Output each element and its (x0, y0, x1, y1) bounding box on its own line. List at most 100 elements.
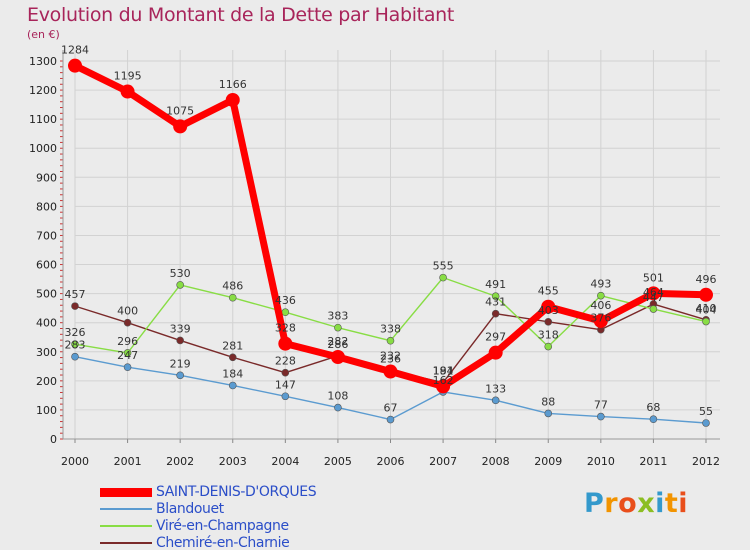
data-label: 326 (65, 326, 86, 339)
data-point (123, 349, 132, 357)
data-label: 1075 (166, 104, 194, 117)
data-label: 455 (538, 285, 559, 298)
x-tick-label: 2010 (587, 455, 615, 468)
proxiti-logo: Proxiti (584, 488, 688, 519)
data-point (386, 336, 395, 345)
y-tick-label: 800 (36, 200, 57, 213)
data-point (225, 92, 240, 107)
data-label: 236 (380, 352, 401, 365)
y-tick-label: 1200 (29, 84, 57, 97)
data-point (330, 350, 345, 365)
data-point (281, 308, 290, 317)
data-label: 281 (222, 339, 243, 352)
y-tick-label: 700 (36, 229, 57, 242)
data-label: 55 (699, 405, 713, 418)
y-tick-label: 0 (50, 433, 57, 446)
data-label: 493 (590, 278, 611, 291)
data-label: 400 (117, 305, 138, 318)
data-point (544, 342, 553, 351)
y-tick-label: 300 (36, 346, 57, 359)
data-point (597, 291, 605, 300)
data-label: 283 (65, 339, 86, 352)
data-label: 194 (433, 365, 454, 378)
data-point (228, 293, 237, 302)
data-label: 1166 (219, 78, 247, 91)
x-tick-label: 2003 (219, 455, 247, 468)
data-point (278, 336, 293, 351)
data-label: 286 (327, 338, 348, 351)
data-label: 184 (222, 367, 243, 380)
data-label: 339 (170, 322, 191, 335)
data-label: 406 (590, 299, 611, 312)
data-label: 403 (538, 304, 559, 317)
data-label: 431 (485, 296, 506, 309)
x-tick-label: 2007 (429, 455, 457, 468)
data-point (702, 317, 710, 326)
legend-label: Viré-en-Champagne (156, 518, 289, 534)
data-point (544, 409, 553, 418)
y-tick-label: 500 (36, 288, 57, 301)
data-point (597, 412, 605, 421)
y-tick-label: 1000 (29, 142, 57, 155)
data-label: 77 (594, 399, 608, 412)
chart-title: Evolution du Montant de la Dette par Hab… (27, 4, 455, 26)
legend-item: Blandouet (100, 501, 420, 518)
data-label: 436 (275, 294, 296, 307)
logo-letter: o (618, 488, 638, 519)
data-label: 383 (327, 310, 348, 323)
data-point (491, 292, 500, 301)
y-tick-label: 1100 (29, 113, 57, 126)
data-point (176, 371, 184, 380)
data-label: 228 (275, 355, 296, 368)
data-label: 328 (275, 322, 296, 335)
data-label: 219 (170, 357, 191, 370)
legend-swatch (100, 542, 152, 544)
data-label: 501 (643, 271, 664, 284)
data-label: 555 (433, 260, 454, 273)
logo-letter: i (655, 488, 665, 519)
x-tick-label: 2005 (324, 455, 352, 468)
data-labels: 1284 1195 1075 1166 328 282 232 181 297 455 406 501… (61, 44, 717, 418)
data-point (68, 58, 82, 73)
data-point (334, 403, 342, 412)
data-label: 68 (646, 401, 660, 414)
data-point (383, 364, 398, 379)
data-label: 181 (433, 364, 454, 377)
x-tick-label: 2006 (377, 455, 405, 468)
legend-label: Blandouet (156, 501, 224, 517)
data-label: 464 (643, 286, 664, 299)
data-point (228, 381, 237, 390)
x-tick-label: 2011 (639, 455, 667, 468)
data-point (228, 353, 237, 362)
data-point (491, 309, 500, 318)
data-point (702, 419, 710, 427)
data-point (120, 84, 135, 99)
data-label: 162 (433, 374, 454, 387)
data-point (699, 287, 713, 302)
data-label: 297 (485, 331, 506, 344)
data-label: 530 (170, 267, 191, 280)
data-label: 376 (590, 312, 611, 325)
data-label: 496 (696, 273, 717, 286)
data-label: 282 (327, 335, 348, 348)
data-point (649, 415, 658, 424)
data-label: 296 (117, 335, 138, 348)
unit-label: (en €) (27, 28, 60, 41)
data-point (544, 318, 553, 326)
data-point (71, 352, 79, 361)
y-tick-label: 600 (36, 259, 57, 272)
data-label: 1284 (61, 44, 89, 57)
data-label: 447 (643, 291, 664, 304)
legend-swatch (100, 487, 152, 497)
legend-swatch (100, 508, 152, 510)
logo-letter: r (604, 488, 619, 519)
data-label: 486 (222, 280, 243, 293)
data-label: 338 (380, 323, 401, 336)
grid (74, 50, 720, 439)
x-tick-label: 2008 (482, 455, 510, 468)
x-tick-label: 2002 (166, 455, 194, 468)
data-point (173, 119, 188, 134)
data-label: 457 (65, 288, 86, 301)
data-point (646, 286, 661, 301)
